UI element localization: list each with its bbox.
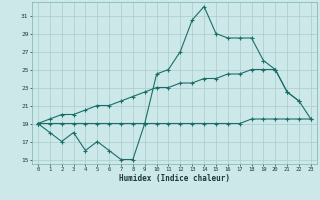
X-axis label: Humidex (Indice chaleur): Humidex (Indice chaleur) xyxy=(119,174,230,183)
